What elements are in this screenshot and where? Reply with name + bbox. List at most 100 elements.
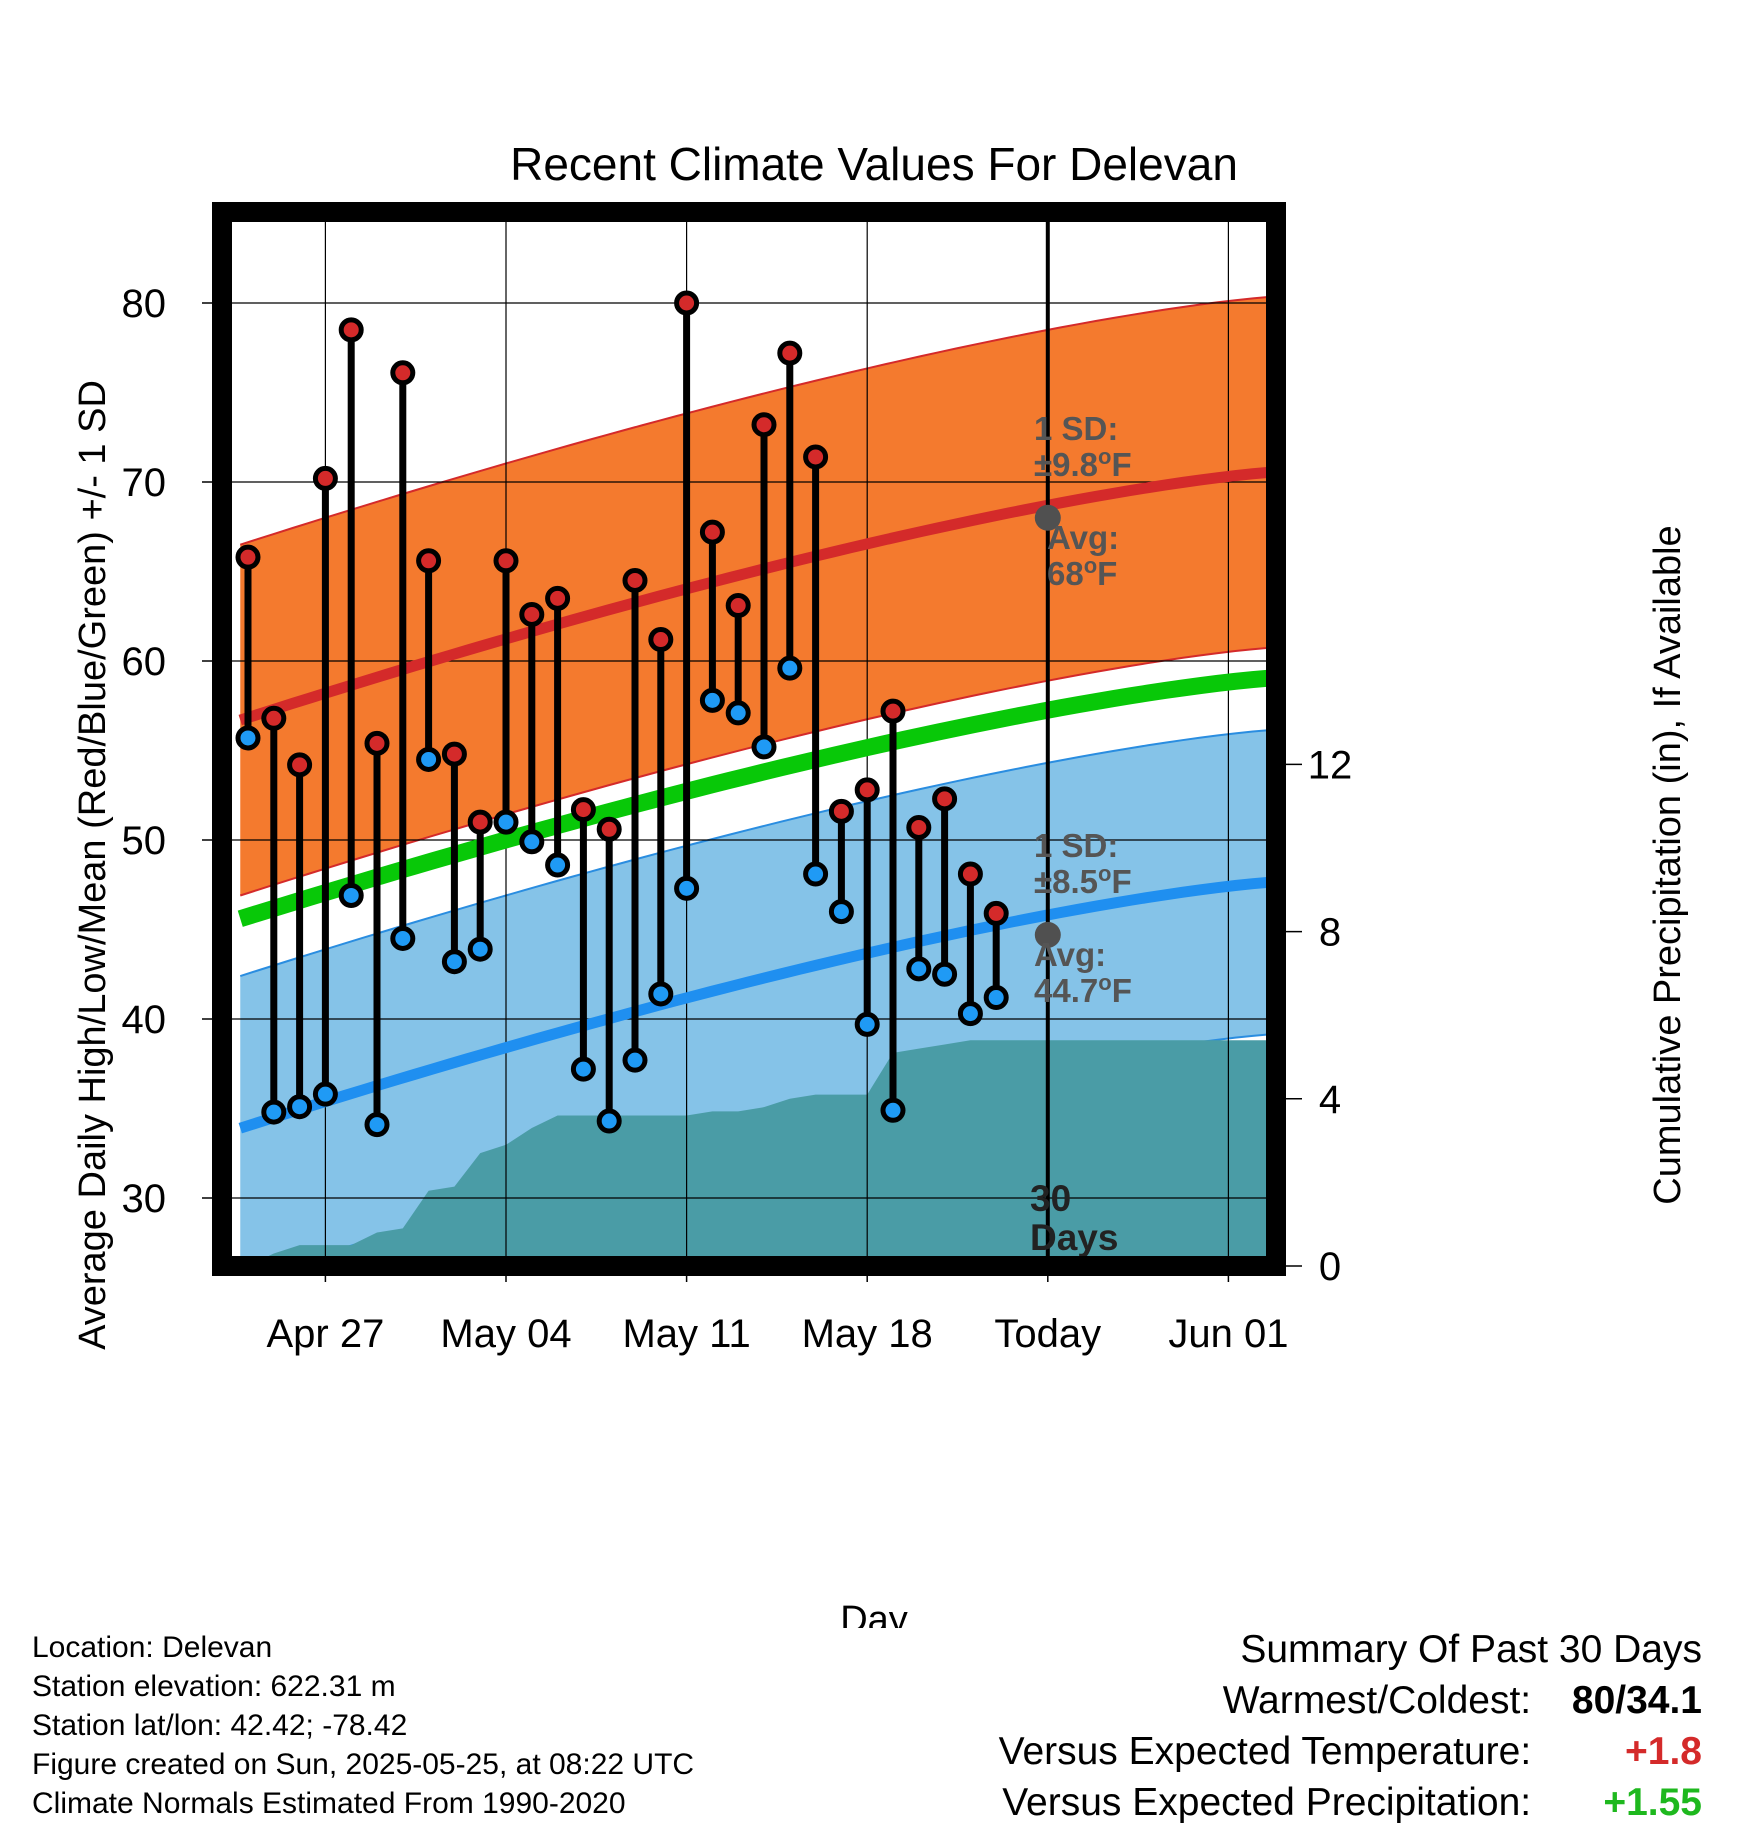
low-avg-label: Avg: [1034,936,1106,973]
climate-chart: Recent Climate Values For Delevan 1 SD:±… [72,138,1689,1628]
y2-tick-label: 12 [1308,743,1353,787]
high-point [648,627,674,653]
observed-temperatures [235,290,1009,1138]
high-avg-label: Avg: [1047,519,1119,556]
x-tick-label: Today [994,1312,1101,1356]
location-text: Location: Delevan [32,1631,273,1664]
low-sd-band [240,730,1268,1258]
high-point [777,340,803,366]
high-point [828,798,854,824]
high-avg-today-dot [1034,504,1061,531]
precip-label: Versus Expected Precipitation: [1002,1781,1532,1824]
high-point [261,705,287,731]
x-tick-label: May 18 [802,1312,933,1356]
low-point [777,655,803,681]
high-point [854,777,880,803]
low-point [545,852,571,878]
low-point [312,1081,338,1107]
low-avg-value: 44.7oF [1034,970,1132,1010]
summary-temp-row: Versus Expected Temperature: +1.8 [999,1726,1702,1777]
summary-title: Summary Of Past 30 Days [1240,1628,1702,1671]
high-point [364,730,390,756]
low-point [390,925,416,951]
high-point [312,465,338,491]
low-point [570,1056,596,1082]
high-point [803,444,829,470]
low-point [880,1097,906,1123]
x-axis-label: Day [840,1599,908,1628]
x-tick-label: May 11 [622,1312,750,1356]
y-tick-label: 70 [122,461,167,505]
high-sd-value: ±9.8oF [1034,444,1132,484]
y2-tick-label: 4 [1319,1078,1341,1122]
low-point [828,899,854,925]
low-point [674,875,700,901]
low-point [416,746,442,772]
temp-label: Versus Expected Temperature: [998,1730,1532,1773]
low-point [648,981,674,1007]
precipitation-fill [248,1040,1268,1258]
y-tick-label: 60 [122,640,167,684]
precipitation-area [248,1040,1268,1258]
low-point [725,700,751,726]
high-avg-value: 68oF [1047,553,1117,593]
normal-mean-line [237,669,1268,927]
high-point [596,816,622,842]
warmest-value: 80/34.1 [1571,1679,1702,1722]
y-tick-label: 50 [122,819,167,863]
days-count: 30 [1030,1178,1071,1219]
y2-tick-label: 8 [1319,911,1341,955]
low-point [622,1047,648,1073]
axes: 30 40 50 60 70 80 0 4 8 12 Apr 27 May 04 May 11 May 1… [122,212,1353,1356]
plot-border [212,202,1286,1276]
high-point [545,585,571,611]
high-sd-band [240,297,1268,896]
y-axis-label: Average Daily High/Low/Mean (Red/Blue/Gr… [72,380,114,1350]
temp-value: +1.8 [1625,1730,1702,1773]
low-point [261,1099,287,1125]
y-tick-label: 30 [122,1177,167,1221]
high-point [932,786,958,812]
y-tick-label: 40 [122,998,167,1042]
summary-warmest-row: Warmest/Coldest: 80/34.1 [999,1675,1702,1726]
normal-low-line [238,876,1268,1134]
low-point [441,949,467,975]
low-sd-value: ±8.5oF [1034,861,1132,901]
high-point [906,814,932,840]
low-point [364,1112,390,1138]
high-point [287,752,313,778]
high-point [338,317,364,343]
low-avg-today-dot [1034,921,1061,948]
low-point [493,809,519,835]
created-text: Figure created on Sun, 2025-05-25, at 08… [32,1748,695,1781]
low-point [519,829,545,855]
low-point [467,936,493,962]
high-point [725,593,751,619]
y2-axis-label: Cumulative Precipitation (in), If Availa… [1647,525,1689,1204]
elevation-text: Station elevation: 622.31 m [32,1670,396,1703]
high-point [751,412,777,438]
high-point [983,900,1009,926]
warmest-label: Warmest/Coldest: [1222,1679,1532,1722]
low-point [983,985,1009,1011]
low-point [854,1011,880,1037]
high-band-upper-edge [239,296,1268,546]
normals-text: Climate Normals Estimated From 1990-2020 [32,1787,626,1820]
low-point [906,956,932,982]
low-sd-label: 1 SD: [1034,827,1118,864]
high-point [493,548,519,574]
high-point [235,544,261,570]
latlon-text: Station lat/lon: 42.42; -78.42 [32,1709,408,1742]
x-tick-label: May 04 [440,1312,571,1356]
summary-precip-row: Versus Expected Precipitation: +1.55 [999,1777,1702,1828]
station-info: Location: Delevan Station elevation: 622… [32,1628,694,1823]
y2-tick-label: 0 [1319,1245,1341,1289]
high-point [390,360,416,386]
low-point [235,725,261,751]
high-point [441,741,467,767]
x-tick-label: Apr 27 [266,1312,384,1356]
chart-title: Recent Climate Values For Delevan [510,138,1238,190]
low-point [932,961,958,987]
low-point [803,861,829,887]
